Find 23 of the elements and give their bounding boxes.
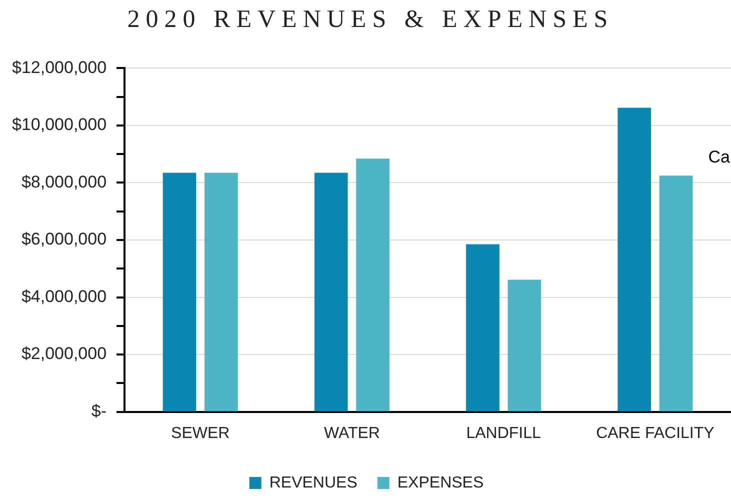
y-tick-label: $4,000,000 [21, 286, 107, 306]
bar [204, 172, 238, 412]
x-tick-label: SEWER [171, 424, 230, 442]
y-tick-label: $2,000,000 [21, 344, 107, 364]
y-tick-label: $6,000,000 [21, 230, 107, 249]
y-tick-label: $12,000,000 [12, 58, 107, 77]
bar [508, 280, 542, 412]
legend-label: REVENUES [269, 474, 358, 492]
bar [659, 176, 693, 412]
y-tick-label: $10,000,000 [12, 115, 107, 134]
annotation: Ca [708, 148, 731, 167]
y-tick-label: $- [91, 401, 107, 420]
bar [466, 244, 500, 412]
y-tick-label: $8,000,000 [21, 172, 107, 192]
bar [162, 172, 196, 412]
legend-label: EXPENSES [397, 474, 484, 492]
bar [356, 158, 390, 412]
bar [618, 108, 652, 412]
chart-title: 2020 REVENUES & EXPENSES [126, 5, 615, 35]
bar [314, 172, 348, 412]
x-tick-label: WATER [324, 424, 380, 442]
x-tick-label: LANDFILL [466, 424, 542, 442]
x-tick-label: CARE FACILITY [596, 424, 715, 442]
